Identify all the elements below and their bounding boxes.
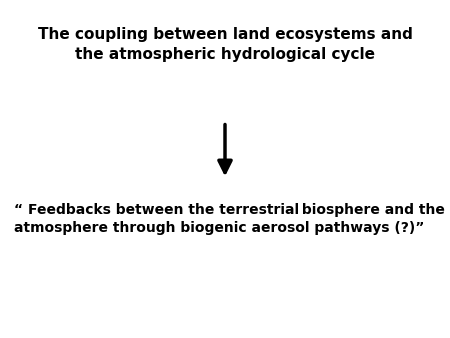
Text: The coupling between land ecosystems and
the atmospheric hydrological cycle: The coupling between land ecosystems and… (37, 27, 413, 62)
Text: “ Feedbacks between the terrestrial biosphere and the
atmosphere through biogeni: “ Feedbacks between the terrestrial bios… (14, 203, 445, 235)
